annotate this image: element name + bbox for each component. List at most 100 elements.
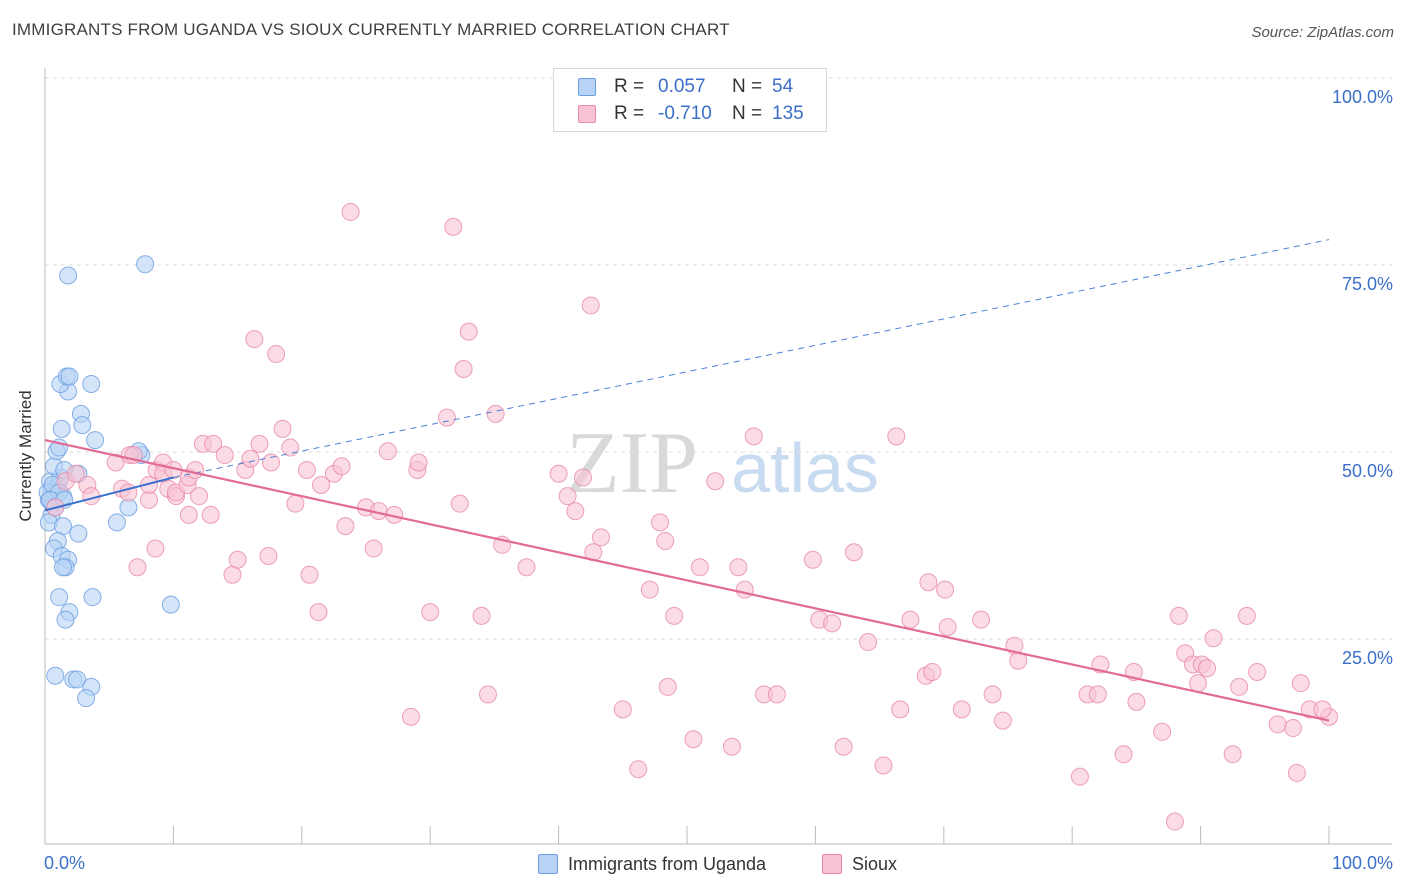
sioux-point bbox=[1165, 812, 1184, 831]
sioux-point bbox=[273, 419, 292, 438]
sioux-point bbox=[259, 547, 278, 566]
y-axis-label: Currently Married bbox=[16, 390, 35, 522]
sioux-point bbox=[629, 760, 648, 779]
uganda-point bbox=[59, 266, 78, 285]
sioux-point bbox=[767, 685, 786, 704]
sioux-point bbox=[309, 603, 328, 622]
watermark-zip: ZIP bbox=[566, 415, 698, 512]
sioux-point bbox=[1230, 677, 1249, 696]
legend-n-label: N = bbox=[732, 76, 763, 97]
legend-n-value-sioux: 135 bbox=[772, 103, 804, 124]
sioux-point bbox=[128, 558, 147, 577]
uganda-point bbox=[119, 498, 138, 517]
sioux-point bbox=[341, 202, 360, 221]
sioux-point bbox=[591, 528, 610, 547]
sioux-point bbox=[844, 543, 863, 562]
y-tick-label: 50.0% bbox=[1342, 461, 1393, 481]
sioux-point bbox=[729, 558, 748, 577]
sioux-point bbox=[859, 633, 878, 652]
gridlines bbox=[45, 77, 1392, 640]
axes bbox=[44, 68, 1392, 845]
bottom-legend-swatch-uganda bbox=[538, 854, 558, 874]
sioux-point bbox=[665, 606, 684, 625]
sioux-point bbox=[241, 449, 260, 468]
sioux-point bbox=[993, 711, 1012, 730]
sioux-point bbox=[972, 610, 991, 629]
uganda-point bbox=[46, 666, 65, 685]
sioux-point bbox=[1223, 745, 1242, 764]
sioux-point bbox=[1153, 722, 1172, 741]
tick-labels: 100.0% 75.0% 50.0% 25.0% 0.0% 100.0% bbox=[44, 87, 1393, 873]
bottom-legend-uganda: Immigrants from Uganda bbox=[538, 852, 766, 876]
sioux-point bbox=[245, 330, 264, 349]
source-label: Source: ZipAtlas.com bbox=[1251, 24, 1394, 41]
sioux-point bbox=[190, 487, 209, 506]
sioux-point bbox=[744, 427, 763, 446]
sioux-point bbox=[573, 468, 592, 487]
y-tick-label: 100.0% bbox=[1332, 87, 1393, 107]
uganda-point bbox=[82, 374, 101, 393]
sioux-point bbox=[215, 446, 234, 465]
sioux-point bbox=[640, 580, 659, 599]
sioux-point bbox=[1198, 659, 1217, 678]
sioux-point bbox=[952, 700, 971, 719]
uganda-point bbox=[77, 689, 96, 708]
sioux-point bbox=[901, 610, 920, 629]
sioux-point bbox=[409, 453, 428, 472]
sioux-point bbox=[332, 457, 351, 476]
sioux-point bbox=[1268, 715, 1287, 734]
sioux-point bbox=[186, 461, 205, 479]
sioux-point bbox=[1313, 700, 1332, 719]
y-tick-label: 25.0% bbox=[1342, 648, 1393, 668]
trend-lines bbox=[44, 239, 1330, 722]
sioux-point bbox=[297, 461, 316, 479]
sioux-point bbox=[581, 296, 600, 315]
legend-n-label: N = bbox=[732, 103, 763, 124]
bottom-legend-label-sioux: Sioux bbox=[852, 853, 898, 874]
uganda-point bbox=[69, 524, 88, 543]
sioux-point bbox=[891, 700, 910, 719]
sioux-point bbox=[1237, 606, 1256, 625]
sioux-point bbox=[478, 685, 497, 704]
uganda-point bbox=[52, 419, 71, 438]
uganda-point bbox=[56, 610, 75, 629]
sioux-point bbox=[1114, 745, 1133, 764]
sioux-point bbox=[378, 442, 397, 461]
sioux-point bbox=[1204, 629, 1223, 648]
sioux-point bbox=[803, 550, 822, 569]
chart-title: IMMIGRANTS FROM UGANDA VS SIOUX CURRENTL… bbox=[12, 20, 730, 39]
sioux-point bbox=[454, 360, 473, 379]
sioux-point bbox=[722, 737, 741, 756]
uganda-point bbox=[68, 670, 87, 689]
sioux-point bbox=[312, 475, 331, 494]
sioux-point bbox=[106, 453, 125, 472]
sioux-point bbox=[938, 618, 957, 637]
sioux-point bbox=[281, 438, 300, 457]
sioux-point bbox=[204, 434, 223, 453]
legend-swatch-sioux bbox=[578, 105, 596, 123]
legend-r-value-sioux: -0.710 bbox=[658, 103, 712, 124]
x-tick-label-min: 0.0% bbox=[44, 853, 85, 873]
sioux-point bbox=[1287, 763, 1306, 782]
x-tick-label-max: 100.0% bbox=[1332, 853, 1393, 873]
uganda-point bbox=[136, 255, 155, 274]
sioux-point bbox=[823, 614, 842, 633]
sioux-point bbox=[300, 565, 319, 584]
uganda-point bbox=[86, 431, 105, 450]
legend-r-value-uganda: 0.057 bbox=[658, 76, 706, 97]
uganda-point bbox=[50, 588, 69, 607]
uganda-point bbox=[83, 588, 102, 607]
legend-r-label: R = bbox=[614, 76, 645, 97]
sioux-point bbox=[286, 494, 305, 513]
sioux-points bbox=[46, 202, 1338, 831]
bottom-legend-sioux: Sioux bbox=[822, 852, 897, 876]
sioux-point bbox=[735, 580, 754, 599]
sioux-point bbox=[1248, 662, 1267, 681]
sioux-point bbox=[834, 737, 853, 756]
sioux-point bbox=[658, 677, 677, 696]
sioux-point bbox=[690, 558, 709, 577]
sioux-point bbox=[140, 490, 159, 509]
sioux-point bbox=[1127, 692, 1146, 711]
sioux-point bbox=[558, 487, 577, 506]
sioux-point bbox=[566, 502, 585, 521]
